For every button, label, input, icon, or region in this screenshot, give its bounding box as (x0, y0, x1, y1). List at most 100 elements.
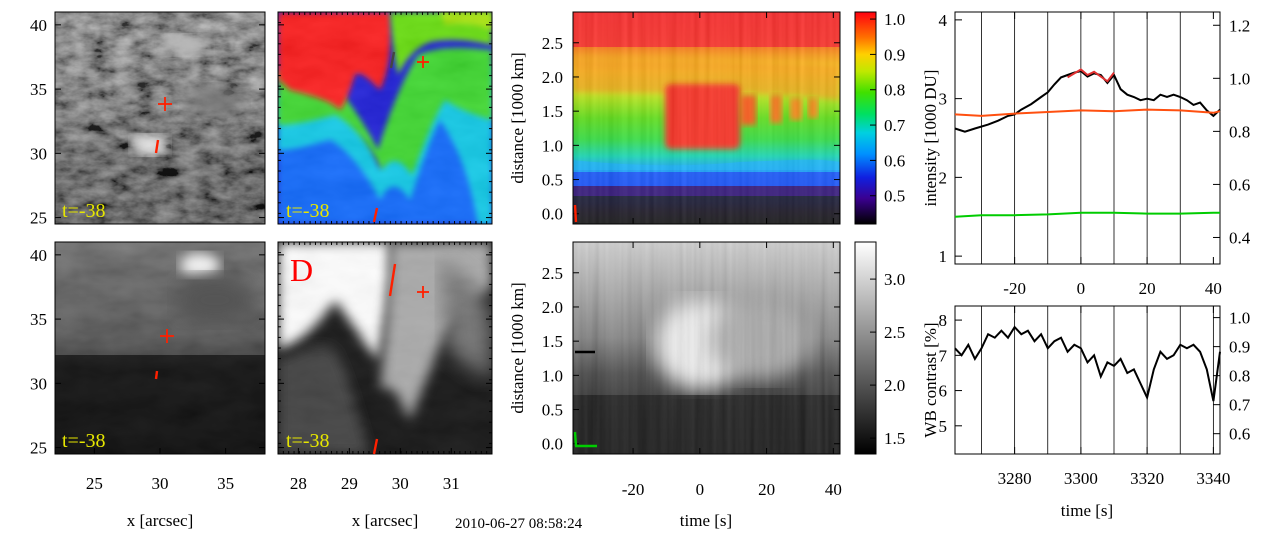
y-tick-label: 1.0 (542, 136, 563, 155)
marker-segment (573, 431, 578, 447)
series-line-contrast (954, 325, 1221, 402)
x-tick-label: 31 (443, 474, 460, 493)
x-tick-label: 40 (1205, 279, 1222, 298)
panel-label-bottom-2: t=-38 (286, 430, 330, 452)
y-right-tick-label: 0.6 (1229, 425, 1250, 444)
y-tick-label: 0.5 (542, 401, 563, 420)
marker-cross (160, 329, 174, 343)
x-tick-label: 3340 (1196, 469, 1230, 488)
heatmap-top-image (573, 12, 840, 224)
marker-segment (372, 207, 379, 223)
y-tick-label: 8 (939, 311, 948, 330)
colorbar-tick-label: 2.0 (884, 376, 905, 395)
tick-marks (55, 12, 1220, 454)
y-tick-label: 3 (939, 90, 948, 109)
y-right-tick-label: 0.6 (1229, 175, 1250, 194)
colorbar-top (854, 11, 877, 225)
y-tick-label: 5 (939, 417, 948, 436)
marker-segment (154, 370, 159, 380)
colorbar-tick-label: 1.5 (884, 429, 905, 448)
colorbar-tick-label: 0.9 (884, 45, 905, 64)
marker-cross (417, 56, 429, 68)
x-tick-label: 0 (696, 480, 705, 499)
y-tick-label: 1.5 (542, 332, 563, 351)
marker-cross (417, 286, 429, 298)
x-tick-label: 20 (1139, 279, 1156, 298)
panel-label-top-1: t=-38 (62, 200, 106, 222)
timestamp: 2010-06-27 08:58:24 (455, 516, 583, 532)
y-tick-label: 35 (30, 80, 47, 99)
y-tick-label: 2.5 (542, 34, 563, 53)
x-tick-label: 0 (1077, 279, 1086, 298)
x-tick-label: 28 (290, 474, 307, 493)
y-tick-label: 40 (30, 16, 47, 35)
y-right-tick-label: 1.0 (1229, 309, 1250, 328)
ylabel-heatmap-bottom: distance [1000 km] (508, 282, 527, 413)
colorbar-bottom (854, 241, 877, 455)
y-right-tick-label: 0.8 (1229, 122, 1250, 141)
x-tick-label: 40 (825, 480, 842, 499)
colorbar-tick-label: 0.5 (884, 187, 905, 206)
x-tick-label: 3280 (998, 469, 1032, 488)
x-tick-label: -20 (622, 480, 645, 499)
ylabel-intensity: intensity [1000 DU] (921, 70, 940, 207)
y-tick-label: 0.0 (542, 435, 563, 454)
colorbar-tick-label: 0.8 (884, 81, 905, 100)
y-right-tick-label: 1.0 (1229, 69, 1250, 88)
colorbar-tick-label: 2.5 (884, 323, 905, 342)
panel-letter-d: D (290, 252, 313, 288)
wb-contrast-plot-frame (954, 305, 1221, 455)
image-panel-bottom-2 (278, 242, 492, 454)
y-tick-label: 25 (30, 209, 47, 228)
y-tick-label: 30 (30, 144, 47, 163)
x-tick-label: 20 (758, 480, 775, 499)
ylabel-wb-contrast: WB contrast [%] (921, 322, 940, 437)
chart-marks (154, 12, 1221, 455)
y-right-tick-label: 0.8 (1229, 367, 1250, 386)
y-tick-label: 1.0 (542, 366, 563, 385)
y-tick-label: 6 (939, 382, 948, 401)
y-tick-label: 40 (30, 246, 47, 265)
y-tick-label: 2 (939, 168, 948, 187)
colorbar-tick-label: 0.6 (884, 151, 905, 170)
series-line-orange (954, 108, 1221, 117)
y-tick-label: 7 (939, 346, 948, 365)
marker-segment (372, 438, 379, 455)
image-panel-top-2 (278, 12, 492, 224)
x-tick-label: -20 (1003, 279, 1026, 298)
ylabel-heatmap-top: distance [1000 km] (508, 52, 527, 183)
y-tick-label: 1.5 (542, 102, 563, 121)
x-tick-label: 29 (341, 474, 358, 493)
y-tick-label: 0.5 (542, 171, 563, 190)
xlabel-image-2: x [arcsec] (352, 511, 419, 530)
series-line-red (1067, 68, 1115, 83)
marker-segment (573, 204, 578, 223)
y-tick-label: 2.5 (542, 264, 563, 283)
image-panel-top-1 (55, 12, 265, 224)
y-tick-label: 2.0 (542, 298, 563, 317)
image-panel-bottom-1 (55, 242, 265, 454)
intensity-plot-frame (954, 11, 1221, 265)
heatmap-bottom-image (573, 242, 840, 454)
x-tick-label: 30 (392, 474, 409, 493)
y-tick-label: 4 (939, 11, 948, 30)
marker-segment (154, 139, 160, 154)
y-right-tick-label: 1.2 (1229, 16, 1250, 35)
x-tick-label: 30 (152, 474, 169, 493)
marker-segment (388, 263, 397, 297)
y-tick-label: 0.0 (542, 205, 563, 224)
x-tick-label: 25 (86, 474, 103, 493)
y-right-tick-label: 0.9 (1229, 338, 1250, 357)
panel-label-bottom-1: t=-38 (62, 430, 106, 452)
x-tick-label: 3320 (1130, 469, 1164, 488)
xlabel-wb-contrast: time [s] (1061, 501, 1113, 520)
colorbar-tick-label: 3.0 (884, 270, 905, 289)
series-line-green (954, 211, 1220, 218)
colorbar-tick-label: 1.0 (884, 10, 905, 29)
x-tick-label: 35 (217, 474, 234, 493)
colorbar-tick-label: 0.7 (884, 116, 906, 135)
panel-label-top-2: t=-38 (286, 200, 330, 222)
y-tick-label: 35 (30, 310, 47, 329)
